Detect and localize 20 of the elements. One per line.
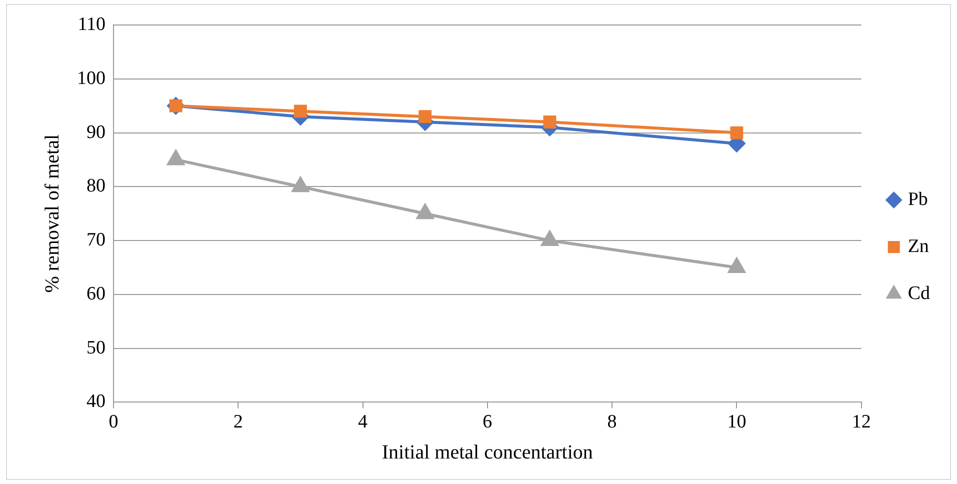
y-tick-label: 60 — [86, 283, 106, 304]
legend-label: Pb — [908, 188, 928, 210]
y-tick-label: 110 — [78, 14, 106, 35]
legend-label: Zn — [908, 236, 930, 257]
y-axis-title: % removal of metal — [41, 134, 64, 293]
x-tick-label: 4 — [358, 412, 368, 433]
y-tick-label: 50 — [86, 337, 106, 358]
y-tick-label: 90 — [86, 122, 106, 143]
x-tick-label: 6 — [482, 412, 492, 433]
y-tick-label: 80 — [86, 176, 106, 197]
y-tick-label: 70 — [86, 230, 106, 251]
x-tick-label: 0 — [108, 412, 118, 433]
x-tick-label: 8 — [607, 412, 617, 433]
x-tick-label: 2 — [233, 412, 243, 433]
x-tick-label: 12 — [852, 412, 871, 433]
legend-label: Cd — [908, 282, 930, 304]
x-axis-title: Initial metal concentartion — [382, 441, 593, 464]
x-tick-label: 10 — [727, 412, 746, 433]
y-tick-label: 40 — [86, 391, 106, 412]
y-tick-label: 100 — [77, 68, 106, 89]
